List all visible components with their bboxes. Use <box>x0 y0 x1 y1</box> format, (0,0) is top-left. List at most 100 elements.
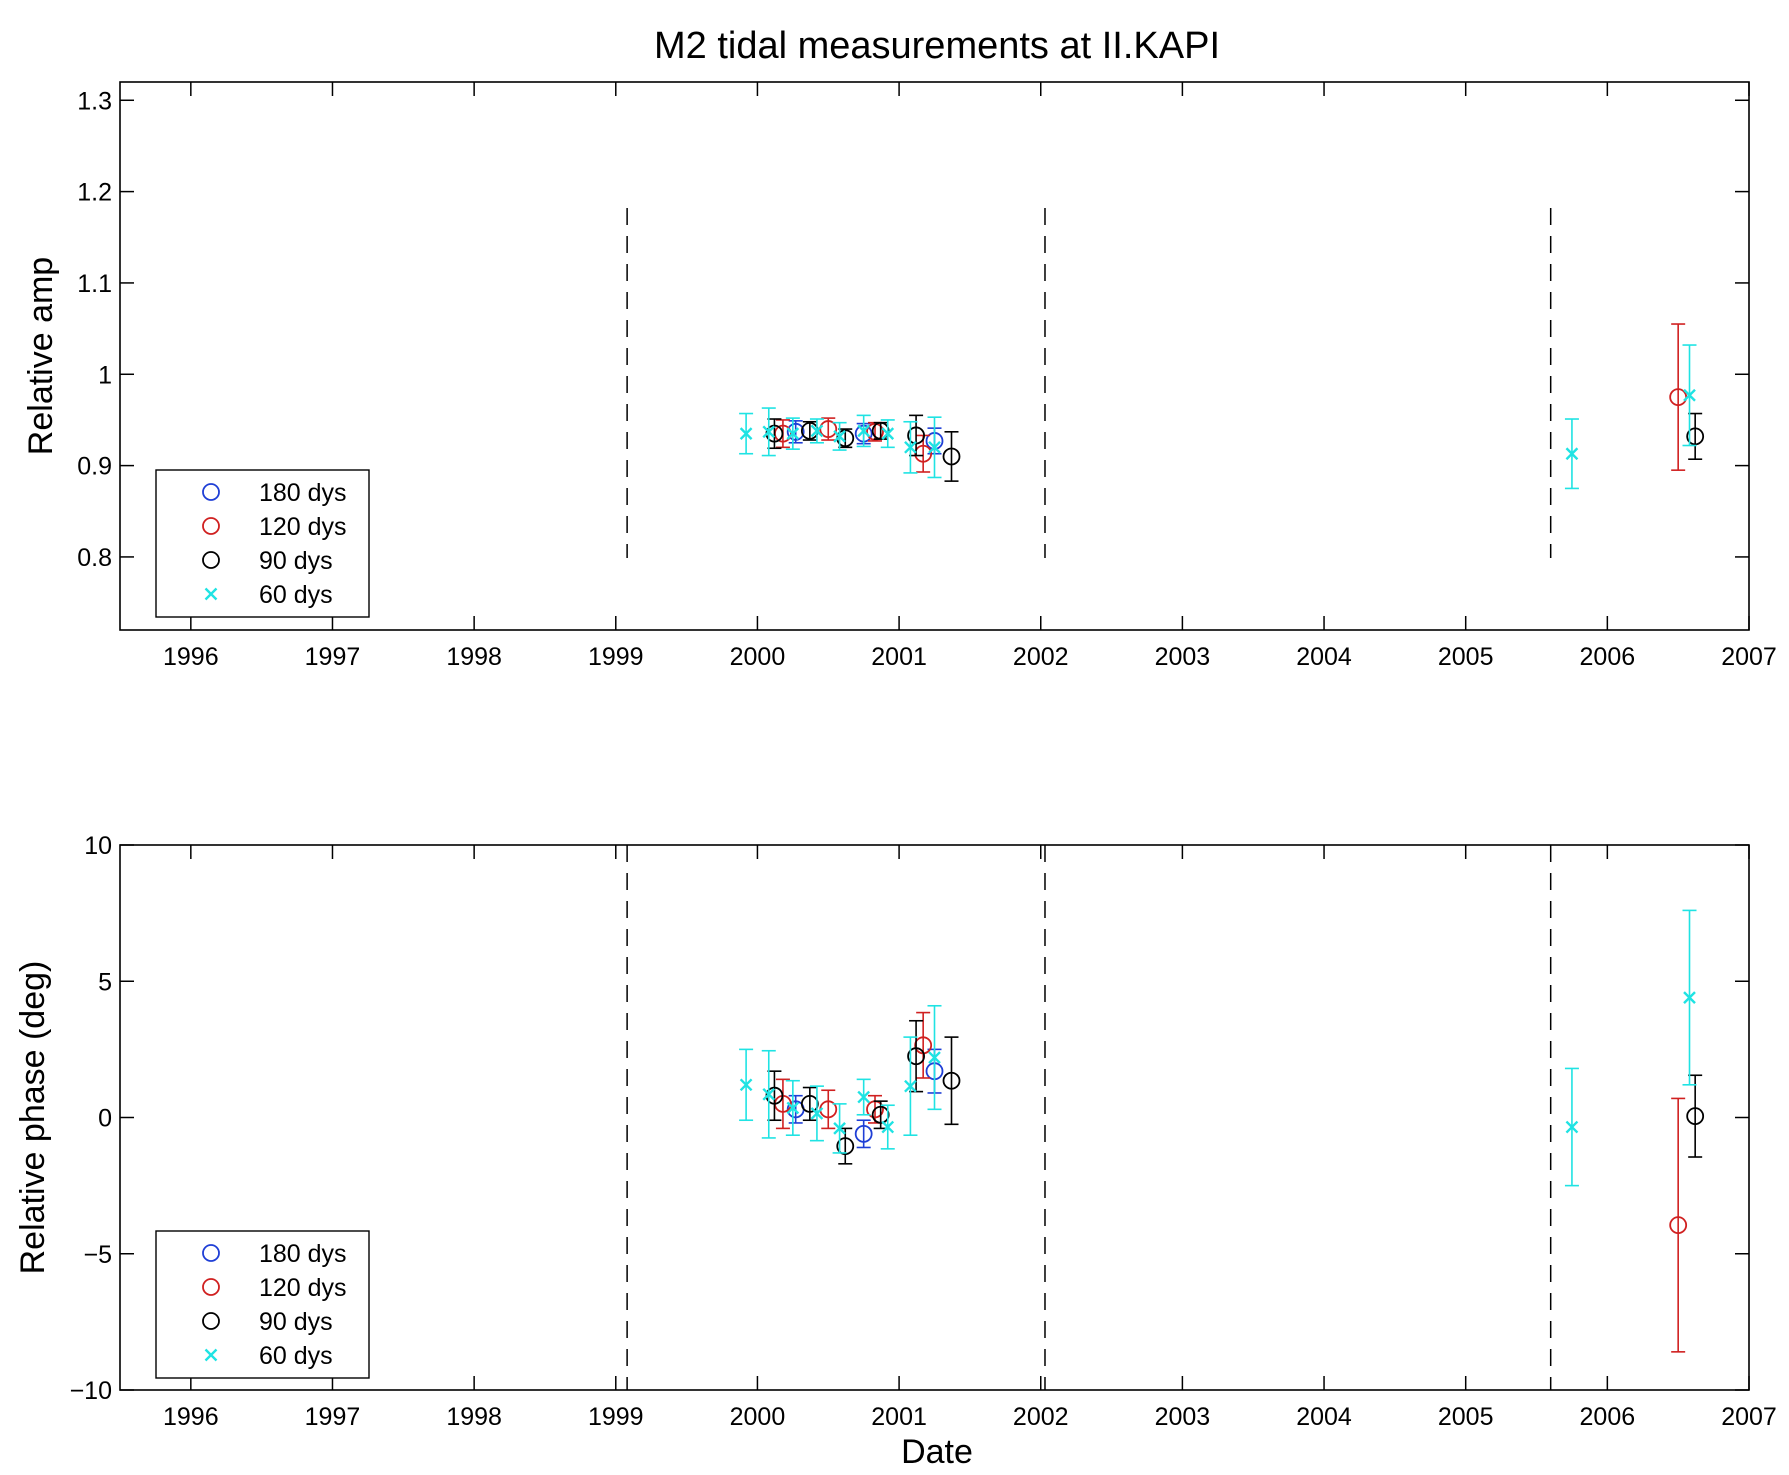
x-tick-label: 2003 <box>1155 643 1211 671</box>
data-point <box>857 424 871 438</box>
legend-box <box>155 469 370 618</box>
x-tick-label: 2005 <box>1438 1403 1494 1431</box>
data-point <box>1686 1107 1705 1126</box>
legend-label: 90 dys <box>259 1308 333 1336</box>
legend-label: 60 dys <box>259 581 333 609</box>
series-60-dys <box>739 909 1697 1187</box>
x-tick-label: 1997 <box>305 1403 361 1431</box>
data-point <box>928 440 941 454</box>
data-point <box>786 427 800 440</box>
phase-panel: 1996 1997 1998 1999 2000 2001 2002 2003 2004 2005… <box>14 832 1777 1431</box>
data-point <box>914 444 933 463</box>
x-tick-label: 2006 <box>1580 1403 1636 1431</box>
x-tick-label: 1997 <box>305 643 361 671</box>
y-axis-label: Relative amp <box>22 257 60 455</box>
data-point <box>739 427 753 440</box>
y-tick-label: 0.8 <box>77 544 112 572</box>
legend-marker <box>202 483 220 501</box>
data-point <box>800 1094 819 1113</box>
series-60-dys <box>739 344 1697 490</box>
data-point <box>1686 427 1705 446</box>
data-point <box>786 1101 800 1115</box>
data-point <box>762 425 776 439</box>
legend-label: 90 dys <box>259 547 333 575</box>
data-point <box>833 1122 846 1135</box>
series-90-dys <box>765 1019 1705 1165</box>
plot-frame <box>119 81 1750 631</box>
y-tick-label: 1 <box>98 361 112 389</box>
data-point <box>1565 1120 1579 1134</box>
x-tick-label: 2004 <box>1296 643 1352 671</box>
legend-marker <box>202 1312 220 1330</box>
data-point <box>942 447 961 466</box>
data-point <box>871 421 890 440</box>
x-tick-label: 1998 <box>446 1403 502 1431</box>
x-tick-label: 2002 <box>1013 1403 1069 1431</box>
x-tick-label: 2003 <box>1155 1403 1211 1431</box>
x-tick-label: 2001 <box>871 643 927 671</box>
y-tick-label: 10 <box>84 832 112 860</box>
data-point <box>762 1087 776 1101</box>
legend-label: 120 dys <box>259 1274 347 1302</box>
legend-marker <box>204 587 218 601</box>
x-tick-label: 2000 <box>730 643 786 671</box>
data-point <box>907 1047 925 1066</box>
x-tick-label: 1996 <box>163 1403 219 1431</box>
amplitude-panel: 1996 1997 1998 1999 2000 2001 2002 2003 2004 2005… <box>22 81 1777 671</box>
data-point <box>928 1051 941 1064</box>
chart-title: M2 tidal measurements at II.KAPI <box>654 25 1220 67</box>
data-point <box>857 1090 871 1104</box>
y-tick-label: −10 <box>70 1377 112 1405</box>
legend-label: 60 dys <box>259 1342 333 1370</box>
data-point <box>1669 1216 1688 1235</box>
data-point <box>810 1107 824 1120</box>
x-tick-label: 2000 <box>730 1403 786 1431</box>
legend: 180 dys 120 dys 90 dys 60 dys <box>155 469 370 618</box>
x-tick-label: 2001 <box>871 1403 927 1431</box>
data-point <box>904 1079 917 1093</box>
data-point <box>1565 447 1579 461</box>
data-point <box>854 1124 873 1143</box>
x-tick-label: 2007 <box>1721 1403 1777 1431</box>
legend-marker <box>202 1244 220 1262</box>
series-120-dys <box>774 323 1688 473</box>
data-point <box>1683 991 1696 1004</box>
series-90-dys <box>765 412 1705 482</box>
y-tick-label: 1.1 <box>77 270 112 298</box>
data-point <box>907 426 925 445</box>
legend-box <box>155 1230 370 1379</box>
x-tick-label: 2005 <box>1438 643 1494 671</box>
data-point <box>881 1120 895 1134</box>
y-tick-label: 1.2 <box>77 179 112 207</box>
legend-marker <box>202 1278 220 1296</box>
x-axis-label: Date <box>901 1433 973 1471</box>
x-tick-label: 2006 <box>1580 643 1636 671</box>
x-tick-label: 2007 <box>1721 643 1777 671</box>
y-tick-label: 0.9 <box>77 453 112 481</box>
y-axis-label: Relative phase (deg) <box>14 961 52 1275</box>
x-tick-label: 1998 <box>446 643 502 671</box>
y-tick-label: 5 <box>98 968 112 996</box>
y-tick-label: 0 <box>98 1105 112 1133</box>
x-tick-label: 1999 <box>588 643 644 671</box>
data-point <box>786 422 805 441</box>
x-tick-label: 1999 <box>588 1403 644 1431</box>
data-point <box>836 1137 855 1156</box>
y-tick-label: 1.3 <box>77 87 112 115</box>
y-tick-label: −5 <box>83 1241 112 1269</box>
data-point <box>810 424 824 438</box>
x-tick-label: 1996 <box>163 643 219 671</box>
data-point <box>904 440 917 454</box>
x-tick-label: 2004 <box>1296 1403 1352 1431</box>
series-180-dys <box>786 420 944 455</box>
legend: 180 dys 120 dys 90 dys 60 dys <box>155 1230 370 1379</box>
data-point <box>942 1071 961 1090</box>
legend-marker <box>202 551 220 569</box>
legend-label: 180 dys <box>259 1240 347 1268</box>
data-point <box>871 1105 890 1124</box>
data-point <box>833 430 846 443</box>
legend-marker <box>202 517 220 535</box>
legend-label: 120 dys <box>259 513 347 541</box>
x-tick-label: 2002 <box>1013 643 1069 671</box>
